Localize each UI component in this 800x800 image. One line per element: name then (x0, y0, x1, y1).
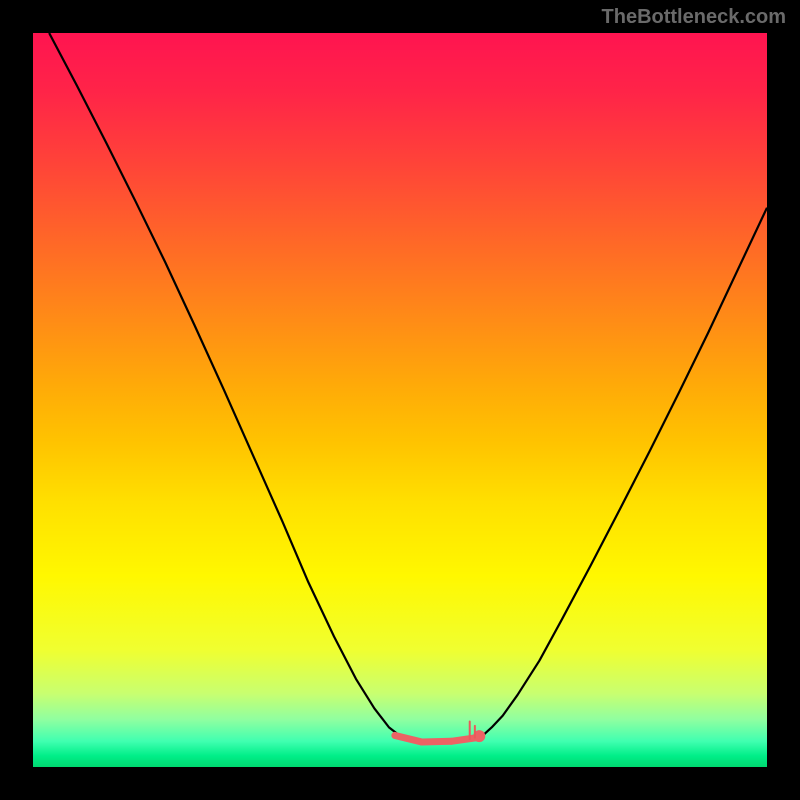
watermark-text: TheBottleneck.com (602, 6, 786, 29)
plot-area (33, 33, 767, 767)
optimal-range-segment (451, 738, 477, 742)
optimal-range-segment (395, 735, 422, 742)
optimal-range-segment (422, 741, 451, 742)
performance-curve (49, 33, 767, 742)
bottleneck-curve-chart (33, 33, 767, 767)
